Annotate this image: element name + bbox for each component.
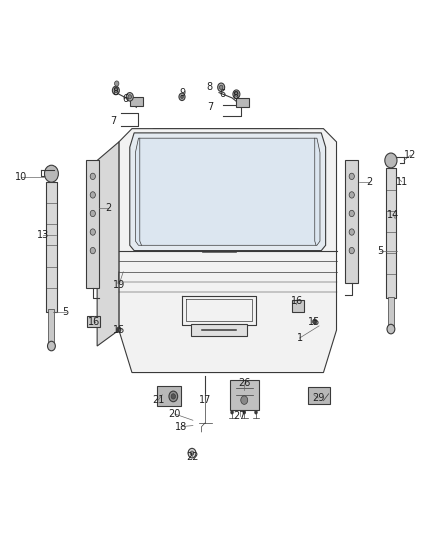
Text: 5: 5: [377, 246, 383, 256]
Circle shape: [45, 165, 58, 182]
Text: 14: 14: [387, 209, 399, 220]
Polygon shape: [132, 128, 323, 142]
Polygon shape: [130, 133, 325, 251]
Text: 7: 7: [207, 102, 213, 112]
Text: 2: 2: [105, 203, 111, 213]
Circle shape: [115, 81, 119, 86]
Bar: [386, 168, 396, 298]
Text: 16: 16: [291, 296, 304, 306]
Text: 20: 20: [169, 409, 181, 419]
Text: 12: 12: [404, 150, 417, 160]
Circle shape: [385, 153, 397, 168]
Circle shape: [218, 83, 225, 92]
Text: 8: 8: [233, 91, 239, 101]
Text: 8: 8: [206, 82, 212, 92]
Text: 11: 11: [396, 176, 408, 187]
Text: 19: 19: [113, 280, 125, 290]
Text: 6: 6: [122, 94, 128, 104]
Text: 22: 22: [186, 453, 198, 463]
Bar: [87, 316, 100, 327]
Circle shape: [47, 341, 55, 351]
Text: 10: 10: [15, 172, 27, 182]
Circle shape: [126, 93, 133, 101]
Polygon shape: [119, 128, 336, 373]
Circle shape: [313, 319, 317, 324]
Text: 21: 21: [152, 395, 164, 405]
Circle shape: [241, 396, 248, 405]
Bar: [130, 97, 143, 107]
Text: 27: 27: [233, 411, 246, 421]
Text: 1: 1: [297, 333, 303, 343]
Bar: [46, 182, 57, 312]
Bar: [230, 380, 258, 410]
Circle shape: [90, 173, 95, 180]
Circle shape: [169, 391, 178, 402]
Circle shape: [387, 324, 395, 334]
Bar: [237, 99, 249, 108]
Text: 18: 18: [175, 422, 187, 432]
Text: 7: 7: [110, 116, 117, 126]
Text: 5: 5: [63, 306, 69, 317]
Bar: [48, 309, 54, 343]
Circle shape: [117, 327, 121, 332]
Circle shape: [254, 410, 258, 415]
Text: 26: 26: [238, 378, 251, 388]
Circle shape: [349, 173, 354, 180]
Circle shape: [349, 211, 354, 216]
Polygon shape: [86, 160, 99, 288]
Text: 2: 2: [366, 176, 372, 187]
Circle shape: [90, 192, 95, 198]
Circle shape: [219, 85, 223, 90]
Circle shape: [235, 92, 238, 96]
Bar: [388, 297, 394, 327]
Bar: [292, 300, 304, 312]
Circle shape: [230, 410, 234, 415]
Circle shape: [113, 86, 119, 95]
Text: 29: 29: [312, 393, 325, 403]
Circle shape: [179, 93, 185, 101]
Circle shape: [190, 451, 194, 455]
Circle shape: [349, 247, 354, 254]
Bar: [308, 387, 330, 405]
Circle shape: [181, 95, 184, 99]
Circle shape: [349, 229, 354, 235]
Polygon shape: [191, 324, 247, 336]
Polygon shape: [97, 142, 119, 346]
Polygon shape: [345, 160, 358, 284]
Text: 8: 8: [113, 86, 119, 96]
Text: 15: 15: [307, 317, 320, 327]
Circle shape: [349, 192, 354, 198]
Text: 13: 13: [37, 230, 49, 240]
Circle shape: [243, 410, 246, 415]
Circle shape: [233, 90, 240, 99]
Text: 9: 9: [179, 87, 185, 98]
Text: 17: 17: [199, 395, 211, 405]
Circle shape: [128, 95, 131, 99]
Circle shape: [90, 211, 95, 216]
Text: 15: 15: [113, 325, 125, 335]
Circle shape: [90, 229, 95, 235]
Text: 6: 6: [219, 89, 226, 99]
Circle shape: [188, 448, 196, 458]
Circle shape: [171, 394, 176, 399]
Text: 16: 16: [88, 317, 100, 327]
Circle shape: [114, 88, 117, 93]
Bar: [157, 386, 181, 406]
Polygon shape: [135, 138, 320, 245]
Circle shape: [90, 247, 95, 254]
